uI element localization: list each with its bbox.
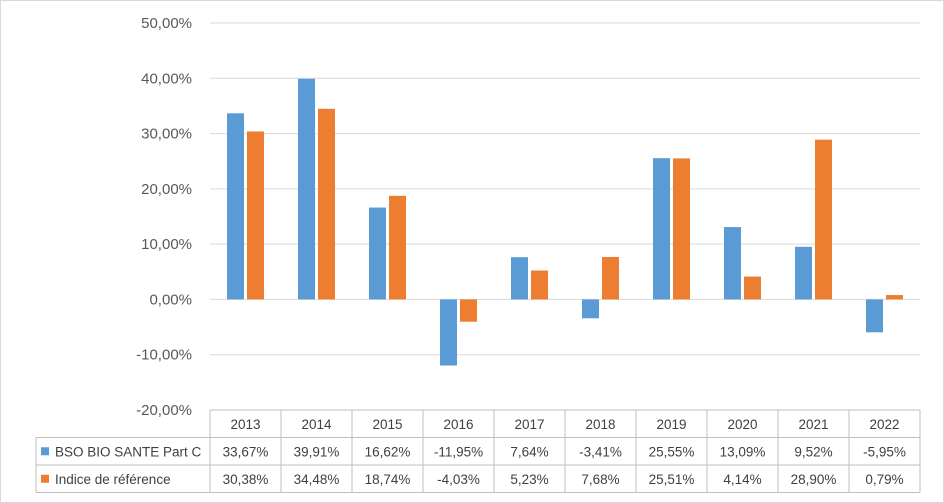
y-tick-label: 0,00% bbox=[149, 291, 192, 308]
data-label: -3,41% bbox=[579, 444, 622, 459]
bar-fund-2019 bbox=[653, 158, 670, 300]
data-label: 9,52% bbox=[794, 444, 832, 459]
category-label: 2019 bbox=[656, 417, 686, 432]
bar-fund-2020 bbox=[724, 227, 741, 300]
bar-index-2013 bbox=[247, 131, 264, 300]
bars bbox=[227, 78, 903, 366]
bar-index-2015 bbox=[389, 195, 406, 300]
bar-fund-2018 bbox=[582, 299, 599, 319]
bar-index-2018 bbox=[602, 256, 619, 300]
data-label: 39,91% bbox=[294, 444, 340, 459]
y-tick-label: 50,00% bbox=[141, 15, 192, 32]
data-label: 18,74% bbox=[365, 472, 411, 487]
category-label: 2017 bbox=[514, 417, 544, 432]
legend-series-name: Indice de référence bbox=[55, 472, 171, 487]
y-tick-label: -10,00% bbox=[136, 347, 192, 364]
data-label: 33,67% bbox=[223, 444, 269, 459]
bar-fund-2022 bbox=[866, 299, 883, 333]
category-label: 2022 bbox=[869, 417, 899, 432]
category-label: 2015 bbox=[372, 417, 402, 432]
legend-swatch bbox=[41, 447, 49, 456]
y-tick-label: 30,00% bbox=[141, 126, 192, 143]
data-label: -11,95% bbox=[434, 444, 483, 459]
bar-index-2014 bbox=[318, 108, 335, 300]
category-label: 2014 bbox=[301, 417, 332, 432]
bar-index-2019 bbox=[673, 158, 690, 300]
bar-fund-2017 bbox=[511, 257, 528, 300]
bar-fund-2016 bbox=[440, 299, 457, 366]
y-axis: -20,00% -10,00% 0,00% 10,00% 20,00% 30,00% 40,… bbox=[136, 15, 192, 419]
data-label: 7,68% bbox=[581, 472, 619, 487]
data-label: 5,23% bbox=[510, 472, 548, 487]
bar-fund-2021 bbox=[795, 246, 812, 300]
bar-fund-2013 bbox=[227, 113, 244, 300]
bar-fund-2015 bbox=[369, 207, 386, 300]
bar-index-2022 bbox=[886, 295, 903, 300]
category-label: 2018 bbox=[585, 417, 615, 432]
data-label: 7,64% bbox=[510, 444, 548, 459]
data-label: -5,95% bbox=[863, 444, 906, 459]
data-label: 4,14% bbox=[723, 472, 761, 487]
data-label: 34,48% bbox=[294, 472, 340, 487]
data-label: 0,79% bbox=[865, 472, 903, 487]
y-tick-label: 40,00% bbox=[141, 70, 192, 87]
data-label: -4,03% bbox=[437, 472, 480, 487]
data-label: 13,09% bbox=[720, 444, 766, 459]
category-label: 2016 bbox=[443, 417, 473, 432]
data-label: 16,62% bbox=[365, 444, 411, 459]
data-label: 28,90% bbox=[791, 472, 837, 487]
category-label: 2020 bbox=[727, 417, 757, 432]
legend-series-name: BSO BIO SANTE Part C bbox=[55, 444, 202, 459]
gridlines bbox=[210, 22, 920, 411]
data-table: 2013 2014 2015 2016 2017 2018 2019 2020 2021 2022… bbox=[35, 409, 921, 493]
data-label: 25,55% bbox=[649, 444, 695, 459]
bar-index-2017 bbox=[531, 270, 548, 300]
category-label: 2013 bbox=[230, 417, 260, 432]
y-tick-label: -20,00% bbox=[136, 402, 192, 419]
y-tick-label: 20,00% bbox=[141, 181, 192, 198]
legend-swatch bbox=[41, 474, 49, 483]
data-label: 25,51% bbox=[649, 472, 695, 487]
data-label: 30,38% bbox=[223, 472, 269, 487]
bar-index-2020 bbox=[744, 276, 761, 300]
y-tick-label: 10,00% bbox=[141, 236, 192, 253]
bar-fund-2014 bbox=[298, 78, 315, 300]
bar-index-2016 bbox=[460, 299, 477, 322]
category-label: 2021 bbox=[798, 417, 828, 432]
bar-index-2021 bbox=[815, 139, 832, 300]
